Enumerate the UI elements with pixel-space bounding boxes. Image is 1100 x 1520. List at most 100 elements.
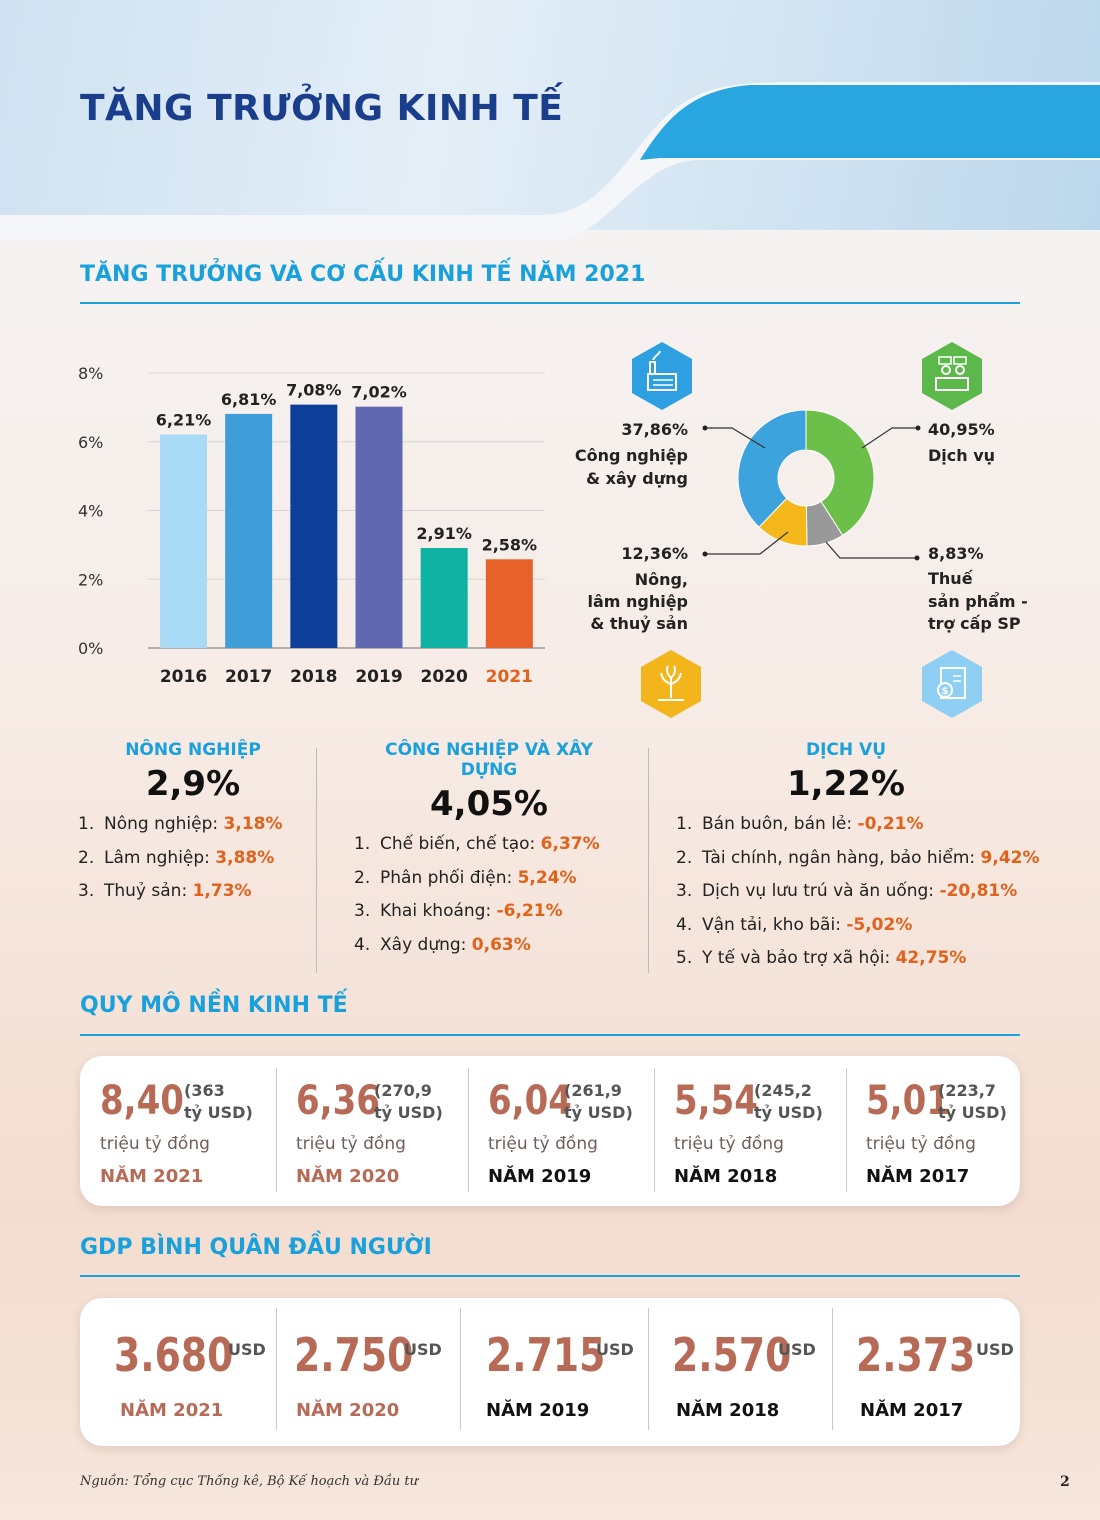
leader-dot bbox=[702, 425, 708, 431]
bar-2020 bbox=[420, 547, 468, 648]
usd-line-1: (223,7 bbox=[938, 1081, 996, 1100]
bar-value-label: 6,81% bbox=[221, 390, 277, 409]
bar-2016 bbox=[160, 434, 207, 648]
donut-label: 37,86% bbox=[621, 420, 688, 439]
gdp-value: 3.680 bbox=[114, 1328, 234, 1382]
item-number: 3. bbox=[354, 901, 371, 921]
item-value: -6,21% bbox=[496, 901, 563, 921]
donut-label: trợ cấp SP bbox=[928, 614, 1021, 633]
scale-unit: triệu tỷ đồng bbox=[488, 1134, 598, 1154]
gdp-value: 2.373 bbox=[856, 1328, 976, 1382]
donut-label: 40,95% bbox=[928, 420, 995, 439]
leader-dot bbox=[914, 555, 920, 561]
usd-line-2: tỷ USD) bbox=[184, 1103, 253, 1122]
page-title: TĂNG TRƯỞNG KINH TẾ bbox=[80, 88, 564, 129]
item-number: 4. bbox=[676, 914, 693, 935]
scale-year: NĂM 2019 bbox=[488, 1166, 592, 1187]
item-number: 2. bbox=[78, 847, 95, 868]
cell-divider bbox=[468, 1068, 469, 1192]
donut-label: & xây dựng bbox=[586, 469, 688, 488]
item-label: Thuỷ sản: bbox=[104, 881, 193, 901]
section-rule bbox=[80, 302, 1020, 304]
scale-usd: (363 tỷ USD) bbox=[184, 1080, 253, 1124]
bar-value-label: 6,21% bbox=[156, 411, 212, 430]
item-number: 3. bbox=[676, 881, 693, 901]
cell-divider bbox=[648, 1308, 649, 1430]
service-sector: DỊCH VỤ 1,22% 1. Bán buôn, bán lẻ: -0,21%… bbox=[676, 740, 1056, 982]
bar-value-label: 7,08% bbox=[286, 381, 342, 400]
item-number: 2. bbox=[354, 867, 371, 888]
scale-unit: triệu tỷ đồng bbox=[674, 1134, 784, 1154]
scale-unit: triệu tỷ đồng bbox=[100, 1134, 210, 1154]
economy-scale-card: 8,40 (363 tỷ USD) triệu tỷ đồng NĂM 2021… bbox=[80, 1056, 1020, 1206]
scale-unit: triệu tỷ đồng bbox=[866, 1134, 976, 1154]
item-value: 3,88% bbox=[215, 847, 275, 868]
agriculture-sector: NÔNG NGHIỆP 2,9% 1. Nông nghiệp: 3,18% 2. L… bbox=[78, 740, 308, 915]
section-rule bbox=[80, 1034, 1020, 1036]
item-value: 9,42% bbox=[980, 847, 1040, 868]
scale-usd: (223,7 tỷ USD) bbox=[938, 1080, 1007, 1124]
gdp-unit: USD bbox=[778, 1340, 816, 1359]
y-tick-label: 8% bbox=[78, 364, 103, 383]
gdp-growth-bar-chart: 0% 2% 4% 6% 8% 6,21% 2016 6,81% 2017 7,08% 2018 7,0… bbox=[78, 364, 545, 687]
x-tick-label: 2018 bbox=[290, 667, 337, 687]
gdp-unit: USD bbox=[404, 1340, 442, 1359]
sector-item: 1. Bán buôn, bán lẻ: -0,21% bbox=[676, 814, 1056, 848]
y-tick-label: 6% bbox=[78, 433, 103, 452]
leader-line bbox=[825, 541, 917, 559]
service-counter-icon bbox=[922, 342, 982, 410]
donut-slice bbox=[737, 409, 807, 528]
gdp-year: NĂM 2018 bbox=[676, 1400, 780, 1421]
bar-2021 bbox=[485, 559, 533, 648]
gdp-year: NĂM 2019 bbox=[486, 1400, 590, 1421]
scale-usd: (270,9 tỷ USD) bbox=[374, 1080, 443, 1124]
bar-value-label: 7,02% bbox=[351, 383, 407, 402]
scale-usd: (245,2 tỷ USD) bbox=[754, 1080, 823, 1124]
item-label: Nông nghiệp: bbox=[104, 814, 224, 834]
scale-value: 6,36 bbox=[296, 1078, 380, 1124]
bar-2018 bbox=[290, 404, 338, 648]
cell-divider bbox=[276, 1308, 277, 1430]
y-tick-label: 0% bbox=[78, 639, 103, 658]
scale-section-title: QUY MÔ NỀN KINH TẾ bbox=[80, 993, 348, 1018]
item-label: Vận tải, kho bãi: bbox=[702, 914, 847, 935]
leader-dot bbox=[702, 551, 708, 557]
item-number: 1. bbox=[78, 814, 95, 834]
agriculture-icon bbox=[641, 650, 701, 718]
donut-label: & thuỷ sản bbox=[590, 614, 688, 633]
sector-item: 2. Lâm nghiệp: 3,88% bbox=[78, 848, 308, 882]
sector-item: 4. Xây dựng: 0,63% bbox=[354, 935, 624, 969]
column-divider bbox=[648, 748, 649, 973]
sector-name: CÔNG NGHIỆP VÀ XÂY DỰNG bbox=[385, 740, 593, 780]
item-value: -5,02% bbox=[846, 914, 913, 935]
usd-line-1: (363 bbox=[184, 1081, 225, 1100]
sector-items: 1. Bán buôn, bán lẻ: -0,21% 2. Tài chính, n… bbox=[676, 814, 1056, 982]
page-number: 2 bbox=[1060, 1474, 1070, 1490]
donut-label: sản phẩm - bbox=[928, 592, 1028, 611]
leader-dot bbox=[915, 425, 921, 431]
gdp-item: 3.680 USD NĂM 2021 bbox=[80, 1298, 276, 1446]
sector-item: 3. Khai khoáng: -6,21% bbox=[354, 901, 624, 935]
scale-value: 8,40 bbox=[100, 1078, 184, 1124]
x-tick-label: 2017 bbox=[225, 667, 272, 687]
item-label: Khai khoáng: bbox=[380, 901, 497, 921]
scale-year: NĂM 2018 bbox=[674, 1166, 778, 1187]
scale-item: 6,04 (261,9 tỷ USD) triệu tỷ đồng NĂM 20… bbox=[468, 1056, 654, 1206]
item-label: Chế biến, chế tạo: bbox=[380, 834, 541, 854]
economic-structure-donut-chart: 37,86% Công nghiệp & xây dựng 40,95% Dịch vụ… bbox=[575, 409, 1028, 633]
gdp-section-title: GDP BÌNH QUÂN ĐẦU NGƯỜI bbox=[80, 1235, 432, 1260]
sector-name: NÔNG NGHIỆP bbox=[125, 740, 261, 760]
industry-sector: CÔNG NGHIỆP VÀ XÂY DỰNG 4,05% 1. Chế biến… bbox=[354, 740, 624, 968]
sector-growth: 2,9% bbox=[145, 764, 241, 804]
usd-line-2: tỷ USD) bbox=[938, 1103, 1007, 1122]
gdp-year: NĂM 2021 bbox=[120, 1400, 224, 1421]
item-value: 42,75% bbox=[895, 948, 967, 968]
x-tick-label: 2020 bbox=[421, 667, 468, 687]
factory-icon bbox=[632, 342, 692, 410]
scale-year: NĂM 2017 bbox=[866, 1166, 970, 1187]
section-rule bbox=[80, 1275, 1020, 1277]
header-wave bbox=[0, 82, 1100, 240]
gdp-year: NĂM 2020 bbox=[296, 1400, 400, 1421]
gdp-item: 2.570 USD NĂM 2018 bbox=[648, 1298, 832, 1446]
growth-section-title: TĂNG TRƯỞNG VÀ CƠ CẤU KINH TẾ NĂM 2021 bbox=[80, 262, 646, 287]
